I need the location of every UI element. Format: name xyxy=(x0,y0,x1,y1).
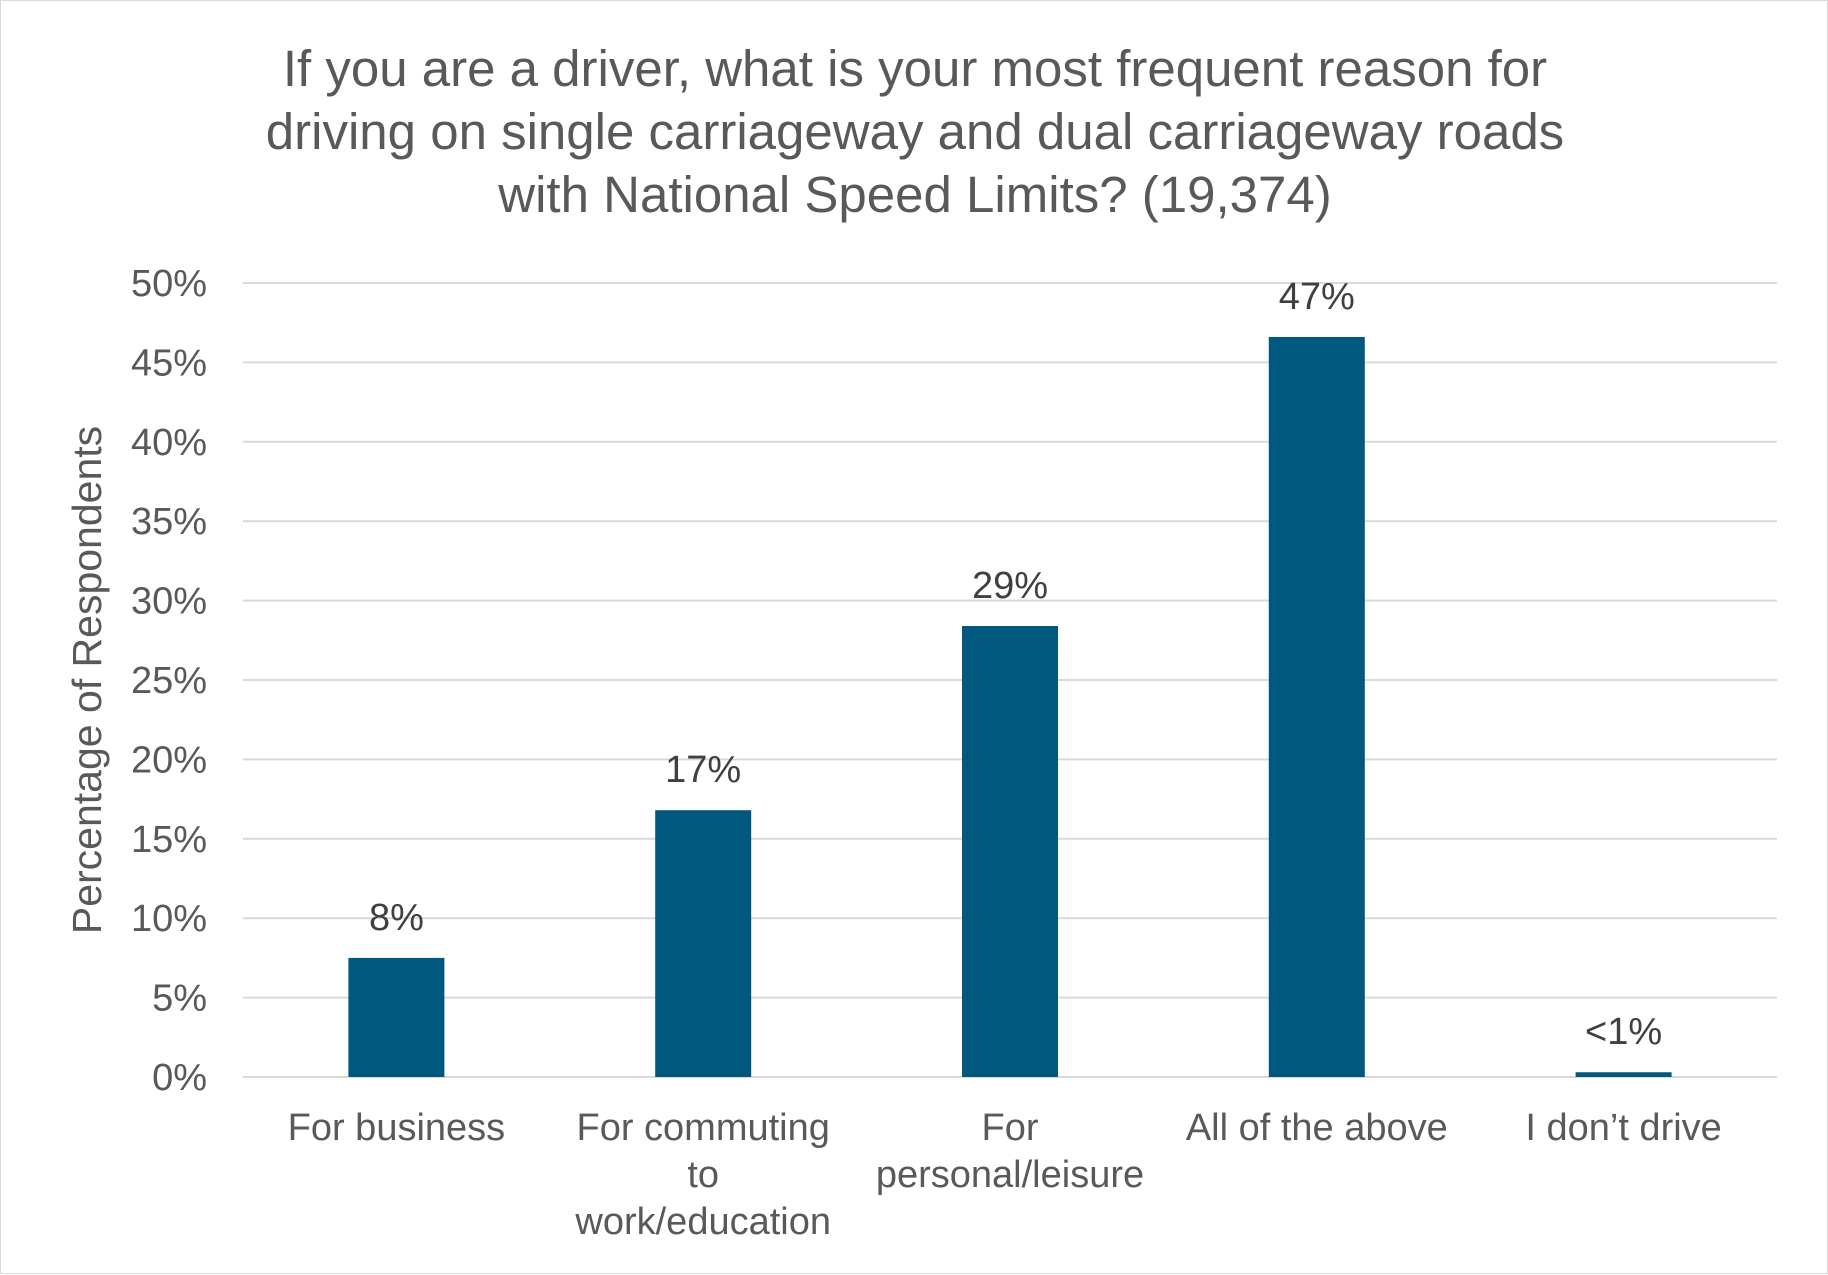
y-axis-title: Percentage of Respondents xyxy=(64,426,110,934)
y-tick-label: 25% xyxy=(131,660,207,702)
data-label: <1% xyxy=(1585,1011,1662,1053)
bar xyxy=(655,810,752,1077)
data-label: 29% xyxy=(972,565,1048,607)
chart-title: If you are a driver, what is your most f… xyxy=(266,40,1564,223)
x-category-label: For business xyxy=(288,1107,506,1149)
y-tick-label: 45% xyxy=(131,342,207,384)
x-category-label: I don’t drive xyxy=(1525,1107,1721,1149)
x-axis-categories: For business For commuting to work/educatio… xyxy=(288,1107,1722,1243)
chart-title-line: with National Speed Limits? (19,374) xyxy=(497,166,1331,223)
bar xyxy=(348,957,445,1077)
y-tick-label: 30% xyxy=(131,581,207,623)
data-label: 8% xyxy=(369,897,424,939)
x-category-label: work/education xyxy=(574,1201,831,1243)
data-label: 47% xyxy=(1279,276,1355,318)
x-category-label: For xyxy=(982,1107,1039,1149)
y-axis-ticks: 0% 5% 10% 15% 20% 25% 30% 35% 40% 45% 50% xyxy=(131,263,207,1099)
x-category-label: All of the above xyxy=(1186,1107,1448,1149)
y-tick-label: 35% xyxy=(131,501,207,543)
y-tick-label: 15% xyxy=(131,819,207,861)
y-tick-label: 20% xyxy=(131,739,207,781)
bar xyxy=(1575,1072,1672,1077)
data-labels: 8% 17% 29% 47% <1% xyxy=(369,276,1662,1053)
data-label: 17% xyxy=(665,749,741,791)
chart-title-line: driving on single carriageway and dual c… xyxy=(266,103,1564,160)
y-tick-label: 5% xyxy=(152,978,207,1020)
y-tick-label: 40% xyxy=(131,422,207,464)
bar xyxy=(1268,336,1365,1077)
bars xyxy=(348,336,1672,1077)
x-category-label: For commuting xyxy=(576,1107,829,1149)
bar xyxy=(962,626,1058,1077)
chart-title-line: If you are a driver, what is your most f… xyxy=(283,40,1547,97)
y-tick-label: 0% xyxy=(152,1057,207,1099)
y-tick-label: 50% xyxy=(131,263,207,305)
x-category-label: to xyxy=(687,1154,719,1196)
x-category-label: personal/leisure xyxy=(876,1154,1144,1196)
y-tick-label: 10% xyxy=(131,898,207,940)
